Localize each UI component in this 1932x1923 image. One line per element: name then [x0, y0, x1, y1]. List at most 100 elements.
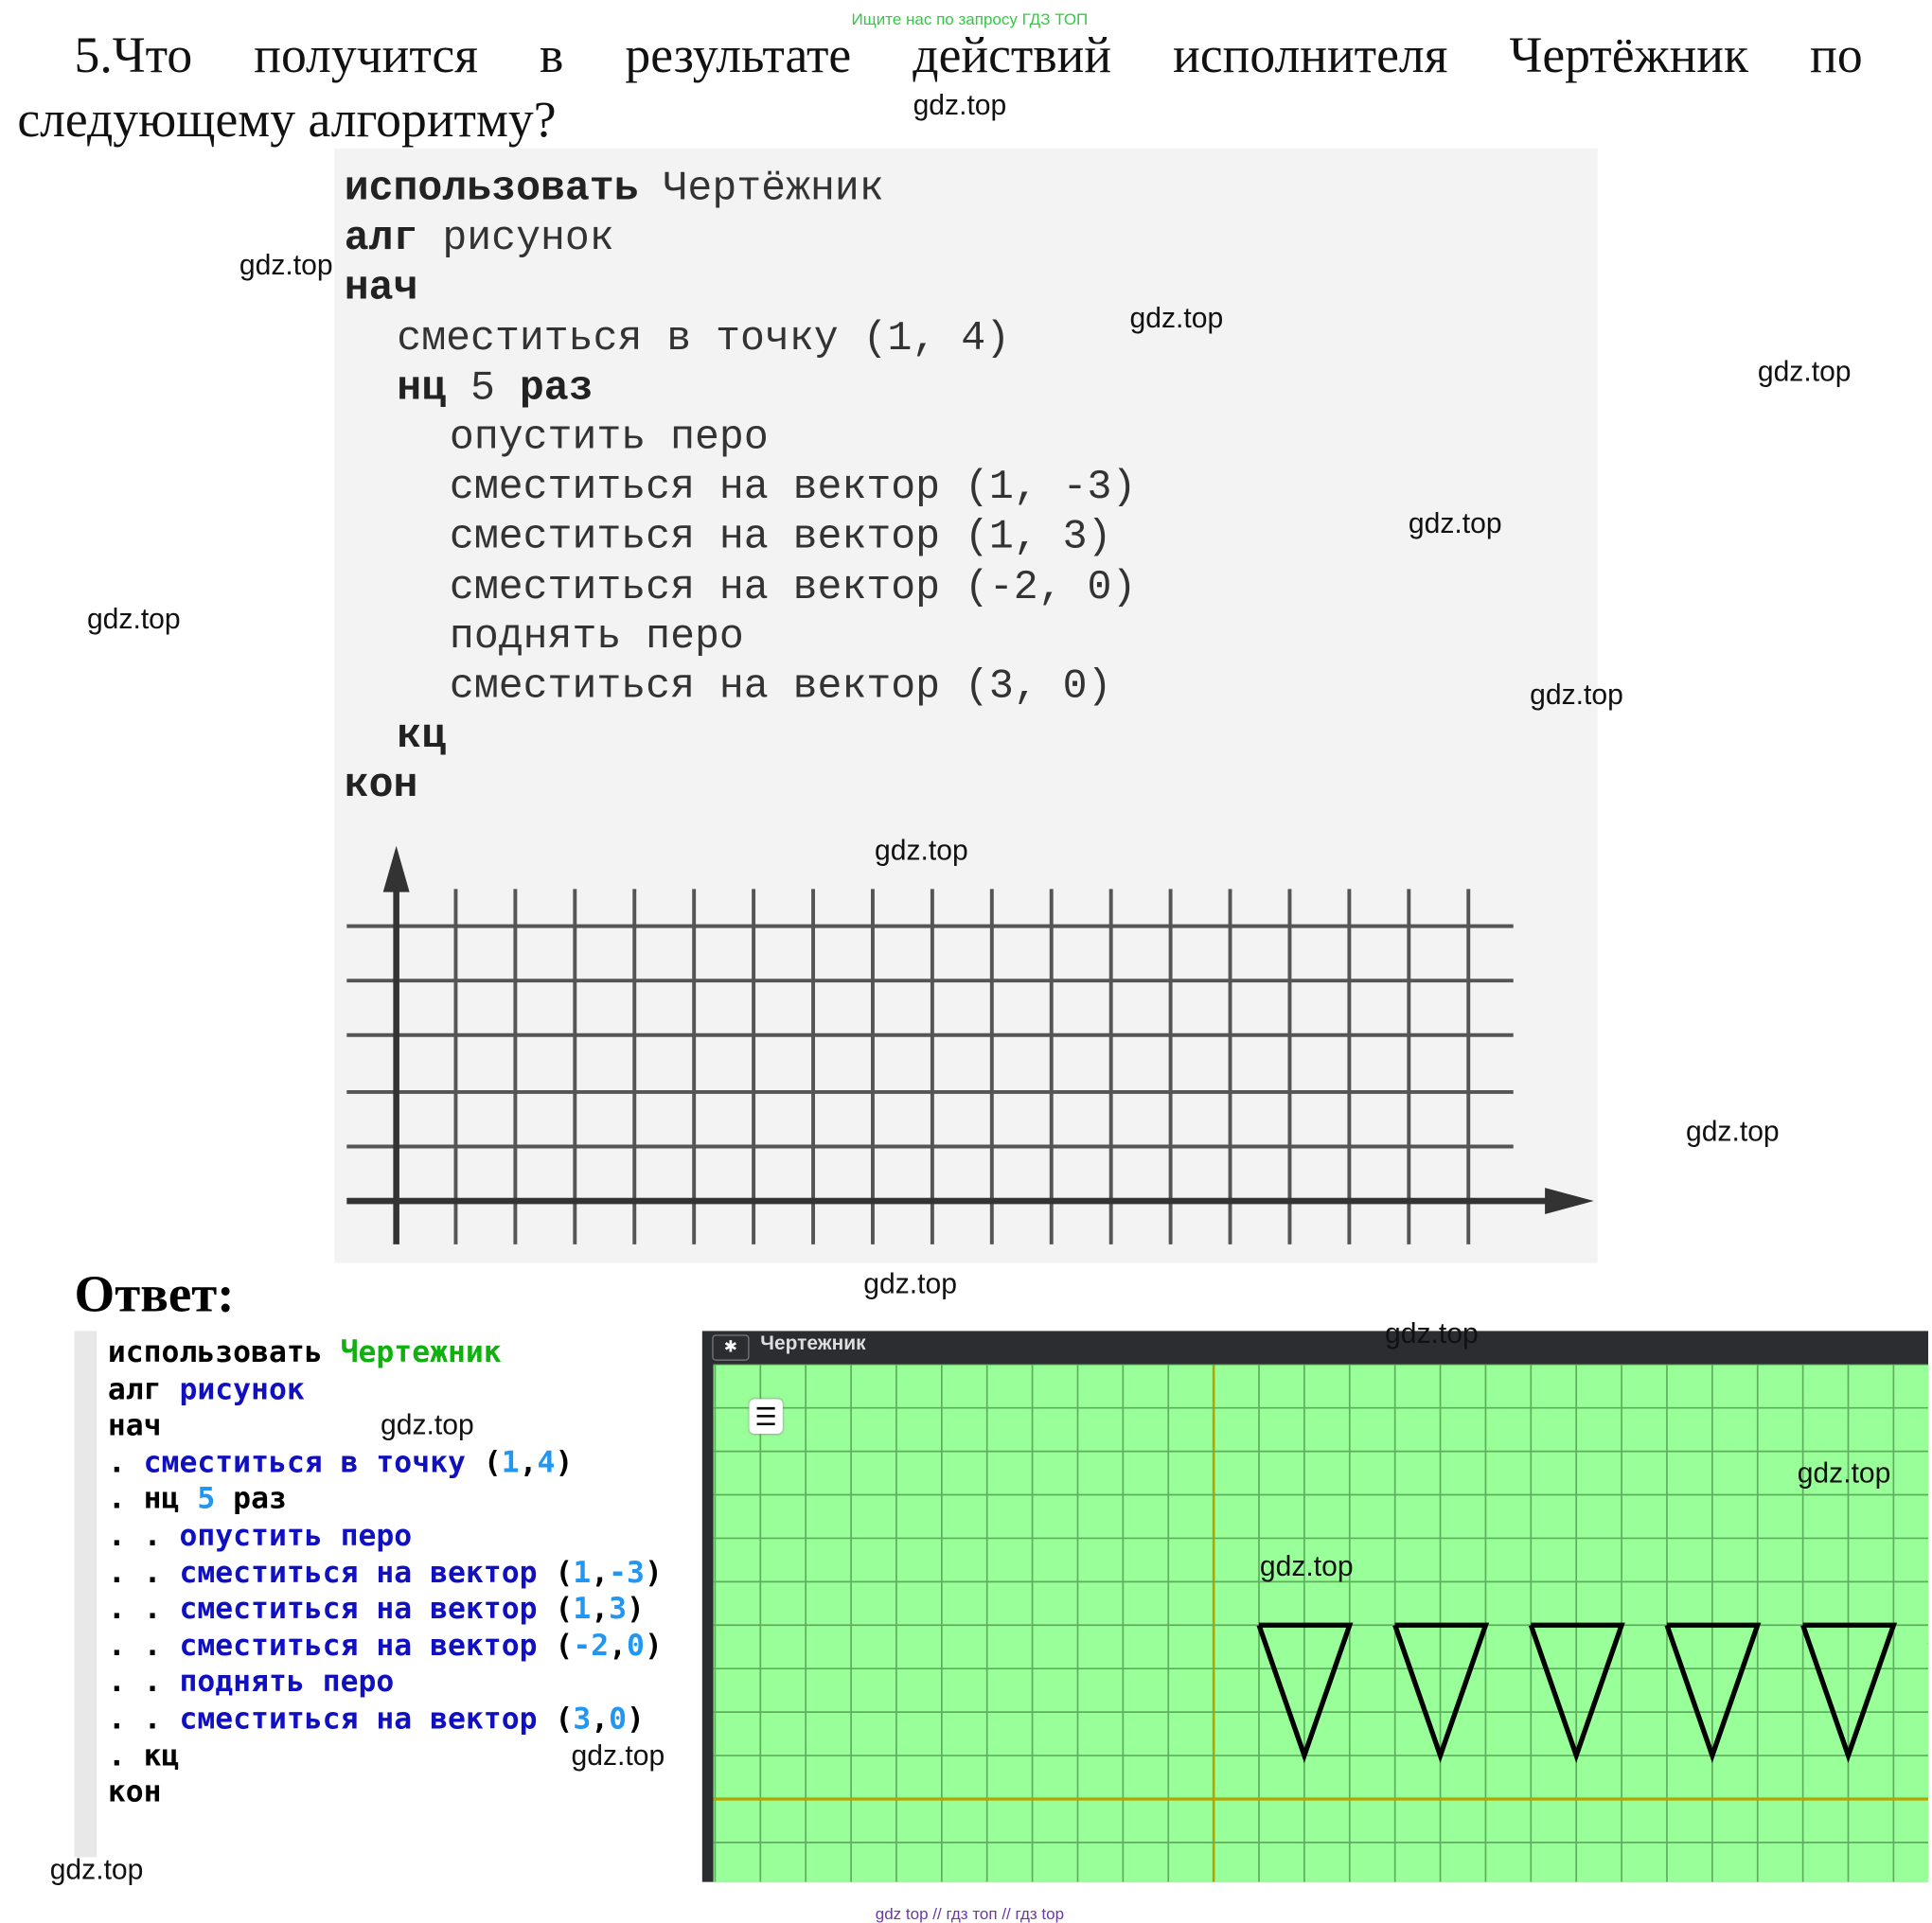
code-token: , [609, 1628, 628, 1663]
code-token: раз [215, 1481, 287, 1516]
question-word: действий [913, 26, 1112, 83]
code-text: Чертёжник [638, 166, 884, 212]
drawn-triangle [1528, 1622, 1625, 1764]
code-token: 3 [573, 1701, 592, 1737]
watermark: gdz.top [381, 1408, 474, 1441]
code-token: алг [107, 1371, 180, 1406]
watermark: gdz.top [1259, 1549, 1354, 1582]
code-token: -2 [573, 1628, 610, 1663]
code-token: ( [555, 1701, 574, 1737]
code-token: , [519, 1444, 538, 1480]
code-line[interactable]: алг рисунок [108, 1371, 305, 1408]
code-token: , [591, 1701, 610, 1737]
code-token: 0 [627, 1628, 645, 1663]
editor-gutter [74, 1331, 97, 1858]
code-text: опустить перо [449, 415, 769, 461]
algorithm-line: кц [397, 713, 446, 762]
watermark: gdz.top [1797, 1456, 1891, 1490]
watermark: gdz.top [913, 88, 1007, 121]
keyword: раз [519, 364, 594, 412]
watermark: gdz.top [239, 248, 333, 281]
code-line[interactable]: . . сместиться на вектор (1,-3) [108, 1555, 663, 1592]
code-token: 1 [501, 1444, 520, 1480]
code-token: 0 [609, 1701, 628, 1737]
code-line[interactable]: . сместиться в точку (1,4) [108, 1445, 574, 1482]
drawer-canvas[interactable]: ☰ [713, 1364, 1929, 1882]
code-line[interactable]: использовать Чертежник [108, 1334, 502, 1371]
code-text: сместиться на вектор (1, -3) [449, 464, 1137, 511]
code-token: ( [483, 1444, 502, 1480]
drawn-triangle [1392, 1622, 1490, 1764]
question-word: исполнителя [1173, 26, 1448, 83]
code-text: сместиться в точку (1, 4) [397, 315, 1011, 362]
code-text: сместиться на вектор (-2, 0) [449, 564, 1137, 610]
code-line[interactable]: . . сместиться на вектор (1,3) [108, 1591, 645, 1628]
code-line[interactable]: нач [108, 1408, 162, 1445]
algorithm-line: опустить перо [450, 414, 769, 463]
code-token: сместиться в точку [143, 1444, 484, 1480]
x-axis-arrow-icon [1545, 1188, 1594, 1214]
pin-icon[interactable]: ✱ [712, 1334, 750, 1361]
question-word: по [1810, 26, 1863, 83]
drawn-triangle [1664, 1622, 1762, 1764]
drawer-window: ✱ Чертежник ☰ [701, 1331, 1929, 1882]
keyword: использовать [344, 166, 639, 212]
keyword: нц [397, 364, 447, 412]
code-token: ( [555, 1628, 574, 1663]
code-token: ) [644, 1628, 663, 1663]
keyword: кон [344, 763, 418, 809]
code-line[interactable]: . нц 5 раз [108, 1481, 287, 1518]
watermark: gdz.top [1530, 678, 1623, 711]
code-token: поднять перо [179, 1664, 395, 1700]
code-token: рисунок [179, 1371, 305, 1406]
code-token: использовать [107, 1334, 341, 1369]
code-token: . [107, 1444, 144, 1480]
window-title: Чертежник [760, 1333, 866, 1355]
code-token: опустить перо [179, 1517, 413, 1553]
code-token: 1 [573, 1591, 592, 1627]
algorithm-line: кон [345, 762, 418, 811]
code-token: -3 [609, 1554, 645, 1590]
code-token: сместиться на вектор [179, 1554, 556, 1590]
drawn-triangle [1256, 1622, 1354, 1764]
code-token: . нц [107, 1481, 198, 1516]
watermark: gdz.top [863, 1267, 957, 1300]
code-line[interactable]: . . поднять перо [108, 1665, 394, 1702]
hamburger-menu-icon[interactable]: ☰ [749, 1399, 783, 1435]
watermark: gdz.top [1385, 1316, 1479, 1350]
algorithm-line: сместиться на вектор (1, 3) [450, 513, 1112, 562]
code-token: 5 [197, 1481, 216, 1516]
code-line[interactable]: . . опустить перо [108, 1518, 412, 1555]
code-token: нач [107, 1407, 162, 1443]
code-token: Чертежник [340, 1334, 502, 1369]
algorithm-line: сместиться в точку (1, 4) [397, 314, 1010, 363]
code-text: сместиться на вектор (3, 0) [449, 663, 1112, 710]
algorithm-line: сместиться на вектор (3, 0) [450, 662, 1112, 712]
code-token: 1 [573, 1554, 592, 1590]
y-axis-arrow-icon [382, 845, 410, 892]
algorithm-line: использовать Чертёжник [345, 165, 884, 214]
algorithm-line: сместиться на вектор (1, -3) [450, 464, 1136, 513]
code-token: . . [107, 1628, 180, 1663]
code-token: . . [107, 1554, 180, 1590]
keyword: нач [344, 265, 418, 311]
question-word: Чертёжник [1509, 26, 1749, 83]
code-line[interactable]: . . сместиться на вектор (-2,0) [108, 1628, 663, 1665]
keyword: кц [397, 713, 447, 760]
code-line[interactable]: кон [108, 1774, 162, 1811]
algorithm-line: сместиться на вектор (-2, 0) [450, 563, 1136, 612]
code-token: . . [107, 1701, 180, 1737]
watermark: gdz.top [571, 1738, 665, 1772]
code-text: рисунок [417, 215, 614, 262]
watermark: gdz.top [49, 1852, 144, 1885]
question-line-1: 5.Что получится в результате действий исполни… [74, 25, 1862, 84]
drawn-triangle [1800, 1622, 1898, 1764]
watermark: gdz.top [86, 602, 181, 635]
code-token: ) [555, 1444, 574, 1480]
question-word: 5.Что [74, 26, 193, 83]
code-token: сместиться на вектор [179, 1701, 556, 1737]
code-line[interactable]: . кц [108, 1738, 180, 1774]
code-line[interactable]: . . сместиться на вектор (3,0) [108, 1702, 645, 1738]
question-word: получится [254, 26, 478, 83]
